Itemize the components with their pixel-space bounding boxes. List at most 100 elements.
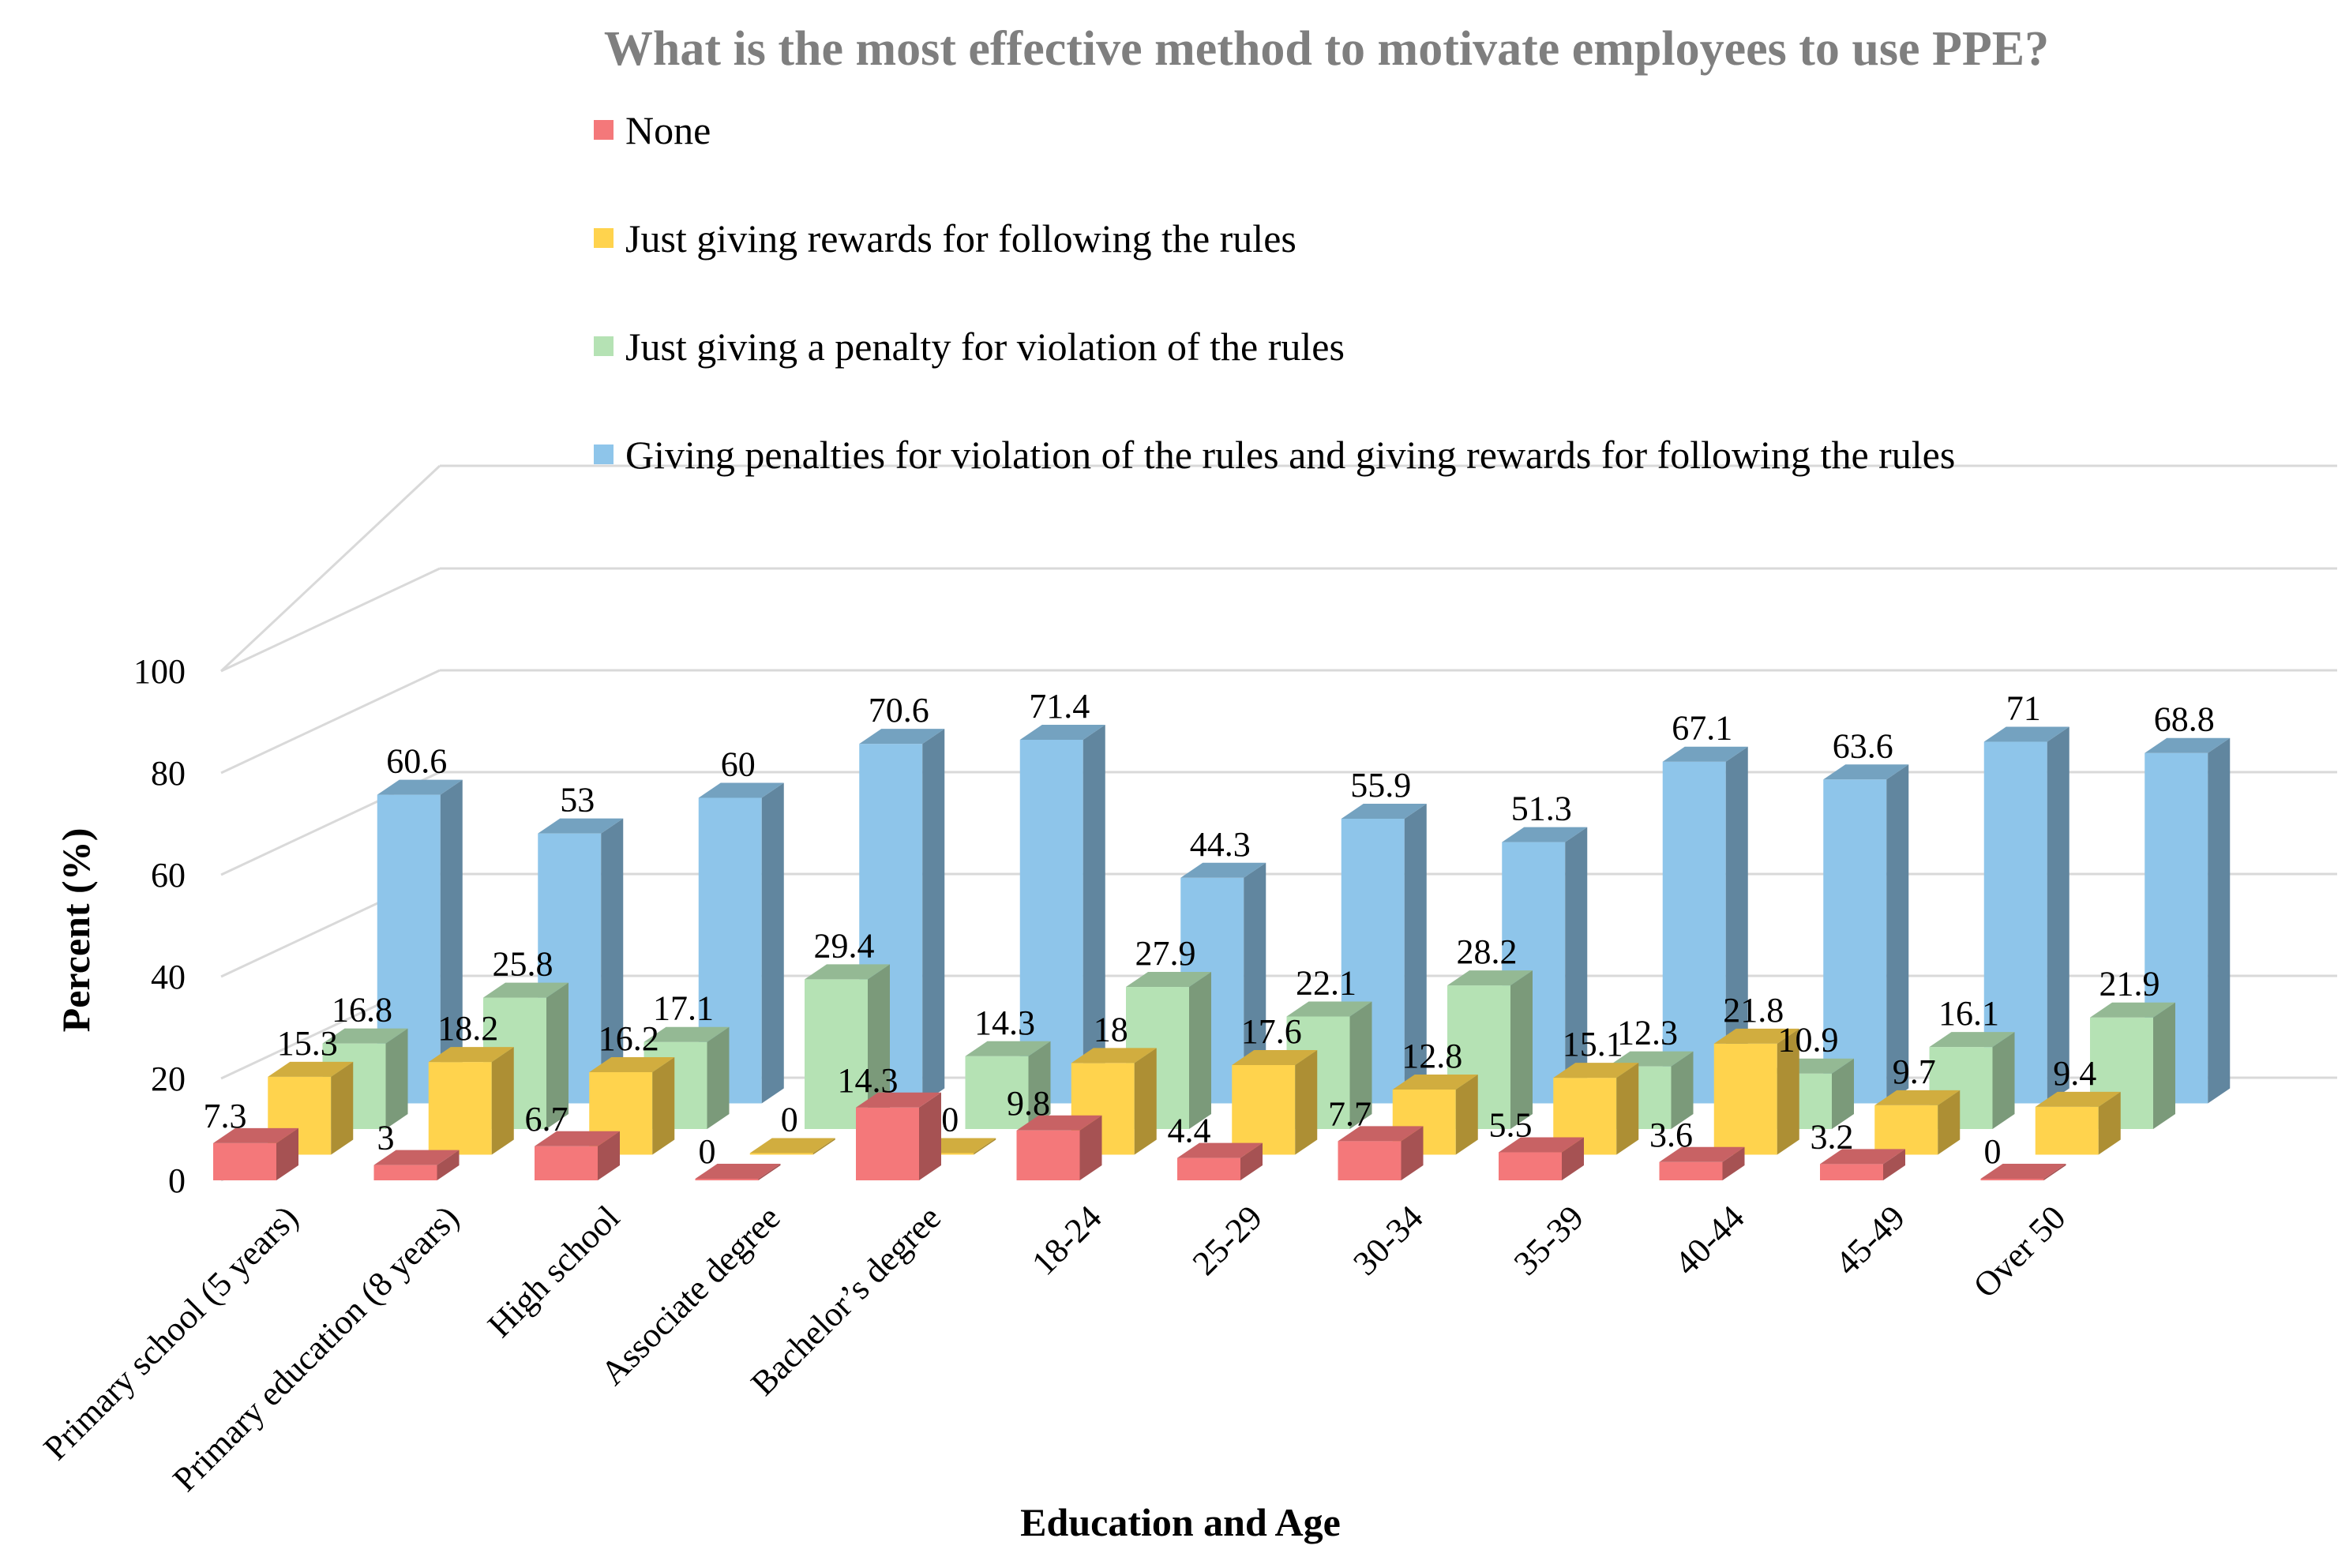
bar-front-face: [213, 1142, 276, 1180]
bar-side-face: [1722, 1146, 1745, 1180]
bar-side-face: [919, 1092, 941, 1180]
bar-top-face: [1286, 1001, 1372, 1017]
bar-side-face: [1562, 1137, 1584, 1180]
data-label: 15.3: [277, 1024, 338, 1063]
data-label: 16.8: [332, 991, 392, 1030]
bar-top-face: [2090, 1002, 2175, 1018]
bar-top-face: [1447, 970, 1533, 986]
bar-top-face: [322, 1028, 408, 1044]
bar-top-face: [1338, 1126, 1424, 1142]
legend-label-both: Giving penalties for violation of the ru…: [625, 433, 1955, 477]
data-label: 70.6: [869, 691, 929, 730]
bar-side-face: [2208, 737, 2231, 1104]
bar-just-giving-a-penalty-for-violation-of-the-rules-30-34: [1447, 970, 1533, 1129]
bar-top-face: [1341, 803, 1427, 819]
data-label: 15.1: [1563, 1025, 1623, 1063]
data-label: 10.9: [1778, 1021, 1839, 1060]
data-label: 3.2: [1811, 1117, 1854, 1156]
data-label: 28.2: [1457, 932, 1518, 971]
bar-top-face: [213, 1127, 298, 1143]
bar-side-face: [1616, 1063, 1639, 1155]
bar-none-high-school: [535, 1131, 620, 1180]
bar-side-face: [1083, 724, 1105, 1104]
bar-side-face: [1079, 1115, 1102, 1180]
bar-giving-penalties-for-violation-of-the-rules-and-giving-rewards-for-following-the-rules-25-29: [1341, 803, 1427, 1104]
bar-front-face: [1232, 1064, 1296, 1155]
data-label: 21.9: [2099, 965, 2160, 1003]
data-label: 16.2: [599, 1019, 659, 1058]
data-label: 14.3: [838, 1061, 899, 1100]
bar-top-face: [2144, 737, 2231, 753]
y-axis-title: Percent (%): [54, 828, 98, 1033]
data-label: 12.8: [1402, 1037, 1462, 1075]
bar-front-face: [428, 1062, 492, 1155]
bar-giving-penalties-for-violation-of-the-rules-and-giving-rewards-for-following-the-rules-40-44: [1823, 764, 1909, 1104]
bar-side-face: [1886, 764, 1909, 1104]
legend-label-none: None: [625, 108, 711, 152]
bar-side-face: [385, 1028, 408, 1129]
x-tick-label: 35-39: [1507, 1198, 1591, 1282]
x-tick-label: 30-34: [1345, 1198, 1430, 1282]
bar-top-face: [1874, 1090, 1961, 1105]
x-tick-label: 40-44: [1667, 1198, 1751, 1282]
bar-front-face: [965, 1056, 1029, 1129]
bar-side-face: [1510, 970, 1533, 1129]
bar-none-associate-degree: [695, 1164, 781, 1180]
bar-top-face: [428, 1047, 514, 1063]
bar-top-face: [1232, 1049, 1318, 1065]
bar-front-face: [695, 1179, 759, 1180]
bar-side-face: [1938, 1090, 1961, 1155]
bar-side-face: [331, 1061, 354, 1155]
bar-top-face: [644, 1026, 730, 1042]
bar-side-face: [1349, 1001, 1372, 1129]
data-label: 6.7: [525, 1100, 568, 1138]
y-tick-label: 0: [168, 1161, 186, 1200]
bar-front-face: [1338, 1141, 1402, 1180]
bar-side-face: [1992, 1032, 2015, 1129]
bar-top-face: [749, 1138, 835, 1153]
data-label: 68.8: [2154, 700, 2215, 739]
bar-just-giving-rewards-for-following-the-rules-high-school: [589, 1057, 675, 1155]
data-label: 18: [1094, 1010, 1128, 1048]
bar-top-face: [1502, 827, 1588, 842]
y-tick-label: 20: [151, 1060, 186, 1098]
data-label: 71.4: [1029, 687, 1090, 726]
bar-side-face: [1189, 972, 1211, 1129]
bar-top-face: [1929, 1032, 2015, 1048]
bar-side-face: [868, 964, 890, 1129]
bar-front-face: [910, 1153, 974, 1155]
bar-front-face: [1823, 779, 1887, 1104]
bar-none-over-50: [1980, 1164, 2066, 1180]
data-label: 21.8: [1723, 991, 1784, 1030]
bar-side-face: [1028, 1041, 1051, 1129]
bar-top-face: [1983, 726, 2069, 742]
data-label: 0: [1984, 1132, 2002, 1171]
legend-swatch-none: [594, 120, 614, 140]
bar-side-face: [812, 1138, 835, 1155]
data-label: 51.3: [1511, 790, 1572, 828]
bar-top-face: [1820, 1149, 1905, 1165]
x-tick-label: Primary school (5 years): [36, 1198, 306, 1467]
bar-side-face: [1777, 1028, 1799, 1155]
legend-swatch-rewards: [594, 228, 614, 248]
bar-giving-penalties-for-violation-of-the-rules-and-giving-rewards-for-following-the-rules-over-50: [2144, 737, 2231, 1104]
bar-side-face: [1671, 1051, 1694, 1129]
data-label: 3.6: [1649, 1116, 1693, 1154]
bar-none-40-44: [1659, 1146, 1745, 1180]
bar-side-face: [1295, 1049, 1318, 1155]
bar-top-face: [1608, 1051, 1694, 1067]
bar-front-face: [1820, 1164, 1883, 1180]
bar-top-face: [268, 1061, 354, 1077]
bar-side-face: [1134, 1048, 1157, 1155]
data-label: 0: [699, 1132, 716, 1171]
bar-giving-penalties-for-violation-of-the-rules-and-giving-rewards-for-following-the-rules-associate-degree: [859, 729, 945, 1104]
bar-just-giving-rewards-for-following-the-rules-45-49: [1874, 1090, 1961, 1155]
bar-side-face: [2043, 1164, 2066, 1180]
data-label: 22.1: [1296, 963, 1356, 1002]
bar-none-primary-school-5-years: [213, 1127, 298, 1180]
x-tick-label: Over 50: [1966, 1198, 2073, 1305]
bar-top-face: [1177, 1142, 1263, 1158]
bar-side-face: [491, 1047, 514, 1155]
bar-side-face: [1244, 862, 1266, 1104]
